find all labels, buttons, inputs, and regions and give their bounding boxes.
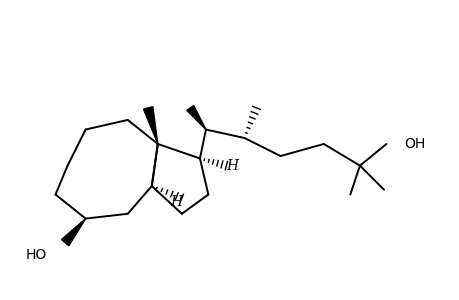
- Polygon shape: [62, 219, 85, 246]
- Polygon shape: [143, 106, 157, 144]
- Polygon shape: [186, 105, 206, 130]
- Text: OH: OH: [403, 137, 425, 151]
- Text: H: H: [169, 195, 181, 209]
- Text: H: H: [226, 159, 238, 172]
- Text: HO: HO: [26, 248, 47, 262]
